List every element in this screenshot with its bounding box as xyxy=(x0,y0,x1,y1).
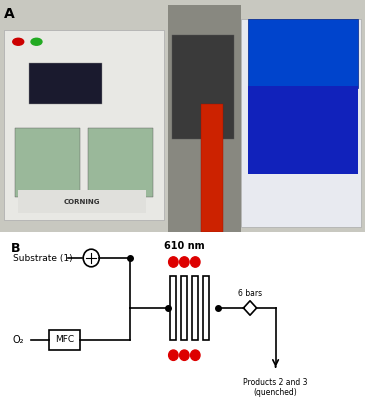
Text: A: A xyxy=(4,7,14,21)
FancyBboxPatch shape xyxy=(18,190,146,214)
Circle shape xyxy=(180,257,189,267)
Bar xyxy=(192,276,198,340)
FancyBboxPatch shape xyxy=(248,86,358,174)
Bar xyxy=(203,276,209,340)
Circle shape xyxy=(191,257,200,267)
FancyBboxPatch shape xyxy=(0,0,365,232)
FancyBboxPatch shape xyxy=(15,128,80,197)
FancyBboxPatch shape xyxy=(49,330,80,350)
FancyBboxPatch shape xyxy=(241,18,361,227)
Text: 610 nm: 610 nm xyxy=(164,241,205,251)
Text: Substrate (1): Substrate (1) xyxy=(13,254,72,262)
FancyBboxPatch shape xyxy=(29,63,102,104)
Text: 6 bars: 6 bars xyxy=(238,290,262,298)
Text: O₂: O₂ xyxy=(13,335,24,345)
Text: CORNING: CORNING xyxy=(64,199,100,205)
Bar xyxy=(181,276,187,340)
FancyBboxPatch shape xyxy=(248,18,358,88)
Circle shape xyxy=(169,350,178,360)
Text: MFC: MFC xyxy=(55,336,74,344)
FancyBboxPatch shape xyxy=(201,104,223,232)
Circle shape xyxy=(191,350,200,360)
FancyBboxPatch shape xyxy=(88,128,153,197)
Circle shape xyxy=(31,38,42,45)
Bar xyxy=(170,276,176,340)
Text: B: B xyxy=(11,242,20,255)
FancyBboxPatch shape xyxy=(4,30,164,220)
Text: Products 2 and 3
(quenched): Products 2 and 3 (quenched) xyxy=(243,378,308,398)
Circle shape xyxy=(169,257,178,267)
Circle shape xyxy=(13,38,24,45)
FancyBboxPatch shape xyxy=(168,5,241,232)
Circle shape xyxy=(180,350,189,360)
FancyBboxPatch shape xyxy=(172,35,234,139)
